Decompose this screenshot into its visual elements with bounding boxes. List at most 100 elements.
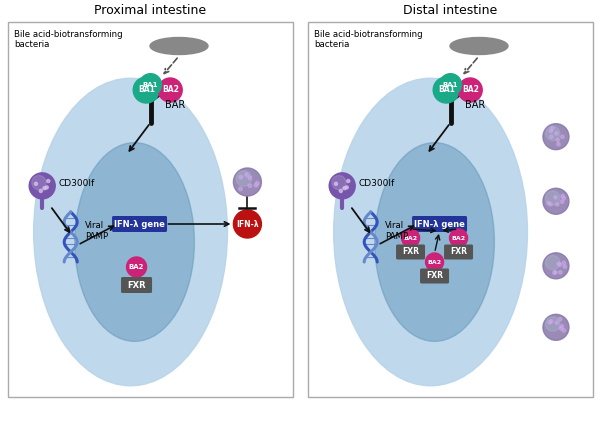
Circle shape <box>560 135 564 139</box>
Circle shape <box>545 255 560 270</box>
Text: BA1: BA1 <box>442 82 458 88</box>
Text: Distal intestine: Distal intestine <box>403 3 498 17</box>
Text: BAR: BAR <box>164 100 185 110</box>
Circle shape <box>545 317 560 331</box>
Circle shape <box>559 327 563 330</box>
Circle shape <box>548 321 551 324</box>
FancyBboxPatch shape <box>112 216 167 232</box>
Circle shape <box>543 188 569 214</box>
Circle shape <box>543 314 569 340</box>
Circle shape <box>556 138 559 142</box>
Text: BA2: BA2 <box>403 235 418 240</box>
Circle shape <box>332 176 346 190</box>
Circle shape <box>458 78 482 102</box>
Circle shape <box>560 200 564 204</box>
FancyBboxPatch shape <box>308 22 593 397</box>
Ellipse shape <box>150 37 208 55</box>
Text: BA2: BA2 <box>462 86 479 95</box>
Circle shape <box>549 203 552 206</box>
Circle shape <box>439 74 462 96</box>
Text: Bile acid-biotransforming
bacteria: Bile acid-biotransforming bacteria <box>314 30 423 50</box>
Circle shape <box>554 196 557 199</box>
Circle shape <box>47 179 50 183</box>
Text: IFN-λ: IFN-λ <box>236 220 259 229</box>
Circle shape <box>126 257 146 277</box>
Text: FXR: FXR <box>402 248 419 257</box>
Text: Bile acid-biotransforming
bacteria: Bile acid-biotransforming bacteria <box>14 30 123 50</box>
Circle shape <box>556 203 559 206</box>
Circle shape <box>561 194 564 198</box>
FancyBboxPatch shape <box>396 245 425 259</box>
Text: BA2: BA2 <box>129 264 144 270</box>
Ellipse shape <box>374 142 494 341</box>
Circle shape <box>239 187 243 191</box>
Circle shape <box>43 187 46 190</box>
Text: IFN-λ gene: IFN-λ gene <box>414 220 465 229</box>
Circle shape <box>340 190 343 192</box>
FancyBboxPatch shape <box>412 216 467 232</box>
Ellipse shape <box>75 142 194 341</box>
Text: IFN-λ gene: IFN-λ gene <box>114 220 165 229</box>
Text: Viral
PAMP: Viral PAMP <box>385 221 408 241</box>
Circle shape <box>254 184 258 187</box>
Circle shape <box>563 265 566 268</box>
Circle shape <box>559 271 562 274</box>
Circle shape <box>29 173 55 199</box>
Text: CD300lf: CD300lf <box>58 179 95 188</box>
Circle shape <box>557 142 560 146</box>
Circle shape <box>545 126 560 141</box>
Circle shape <box>39 190 42 192</box>
Circle shape <box>555 321 559 324</box>
Circle shape <box>553 271 556 274</box>
Circle shape <box>450 229 468 247</box>
Text: BA2: BA2 <box>452 235 465 240</box>
Circle shape <box>329 173 355 199</box>
Text: FXR: FXR <box>450 248 467 257</box>
Circle shape <box>402 229 420 247</box>
Text: FXR: FXR <box>426 271 443 281</box>
FancyBboxPatch shape <box>420 268 449 284</box>
Circle shape <box>550 320 553 323</box>
Ellipse shape <box>450 37 508 55</box>
Circle shape <box>345 186 349 189</box>
Text: BA1: BA1 <box>138 86 155 95</box>
Text: Proximal intestine: Proximal intestine <box>95 3 206 17</box>
Text: BA2: BA2 <box>427 259 442 265</box>
Text: BA1: BA1 <box>438 86 455 95</box>
Text: BAR: BAR <box>465 100 485 110</box>
Circle shape <box>545 191 560 205</box>
Circle shape <box>557 262 560 265</box>
Circle shape <box>558 263 562 266</box>
Circle shape <box>562 329 565 332</box>
Circle shape <box>543 253 569 279</box>
Circle shape <box>433 77 459 103</box>
Circle shape <box>34 182 37 185</box>
Circle shape <box>554 271 557 274</box>
Circle shape <box>335 182 338 185</box>
Ellipse shape <box>34 78 228 386</box>
Circle shape <box>543 124 569 150</box>
Circle shape <box>248 184 252 187</box>
FancyBboxPatch shape <box>8 22 293 397</box>
Ellipse shape <box>334 78 527 386</box>
Text: CD300lf: CD300lf <box>358 179 394 188</box>
Circle shape <box>234 210 261 238</box>
FancyBboxPatch shape <box>121 277 152 293</box>
Circle shape <box>45 186 48 189</box>
Circle shape <box>248 176 252 180</box>
Circle shape <box>554 131 558 135</box>
Circle shape <box>559 318 562 321</box>
Circle shape <box>32 176 46 190</box>
FancyBboxPatch shape <box>444 245 473 259</box>
Text: BA2: BA2 <box>162 86 179 95</box>
Circle shape <box>347 179 350 183</box>
Circle shape <box>245 173 249 176</box>
Circle shape <box>562 261 566 265</box>
Circle shape <box>158 78 182 102</box>
Circle shape <box>239 176 243 179</box>
Circle shape <box>255 181 259 185</box>
Circle shape <box>562 197 565 200</box>
Circle shape <box>547 201 550 205</box>
Circle shape <box>140 74 161 96</box>
Circle shape <box>426 253 444 271</box>
